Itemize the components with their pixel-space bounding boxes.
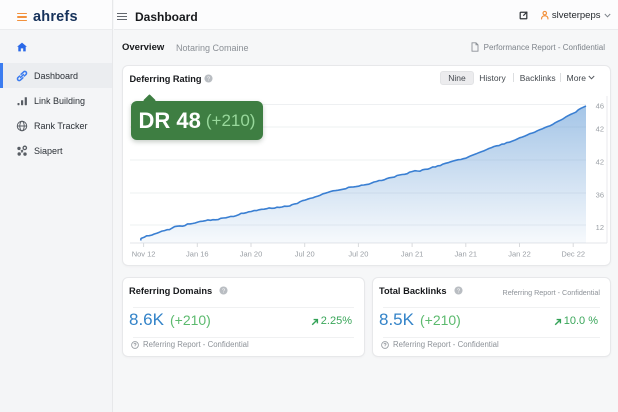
svg-text:Jan 16: Jan 16: [186, 250, 209, 259]
svg-text:46: 46: [596, 102, 604, 111]
svg-text:12: 12: [596, 223, 604, 232]
svg-text:Jan 20: Jan 20: [240, 250, 263, 259]
svg-text:Jan 21: Jan 21: [455, 250, 478, 259]
svg-text:Jul 20: Jul 20: [295, 250, 315, 259]
svg-text:36: 36: [596, 190, 604, 199]
svg-text:?: ?: [207, 77, 211, 83]
svg-text:Dec 22: Dec 22: [561, 250, 585, 259]
svg-text:Jul 20: Jul 20: [348, 250, 368, 259]
svg-text:Nov 12: Nov 12: [132, 250, 156, 259]
svg-text:42: 42: [596, 157, 604, 166]
svg-text:?: ?: [457, 288, 461, 294]
svg-text:Jan 22: Jan 22: [508, 250, 531, 259]
svg-text:?: ?: [222, 288, 226, 294]
svg-text:Jan 21: Jan 21: [401, 250, 424, 259]
svg-text:42: 42: [596, 124, 604, 133]
